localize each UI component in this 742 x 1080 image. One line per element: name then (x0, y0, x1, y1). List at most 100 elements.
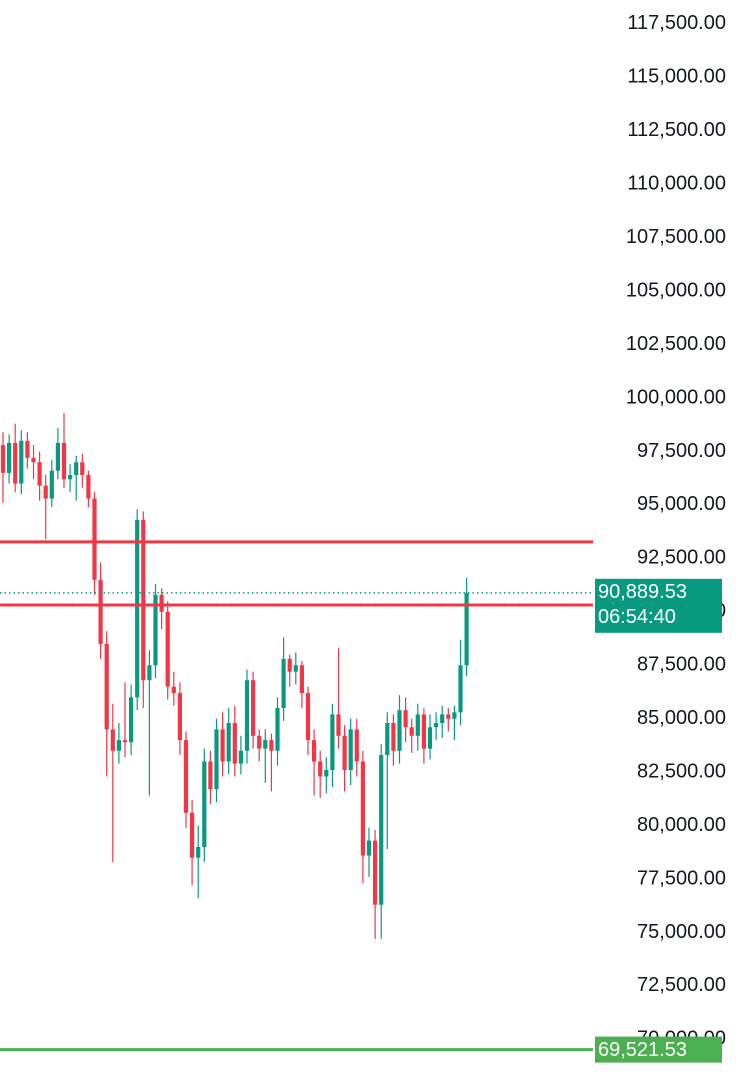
candle-body (421, 714, 426, 749)
candle-body (299, 665, 304, 694)
candle-body (427, 727, 433, 749)
candle-body (196, 846, 201, 858)
y-tick-label: 110,000.00 (627, 173, 726, 195)
candle-body (385, 722, 390, 756)
candle-body (293, 665, 298, 672)
candle-body (74, 462, 79, 476)
candle-body (80, 462, 85, 476)
candle-body (403, 710, 408, 728)
y-tick-label: 77,500.00 (637, 867, 726, 889)
candle-body (226, 722, 231, 762)
candle-body (135, 519, 140, 698)
y-tick-label: 72,500.00 (637, 974, 726, 996)
candle-body (446, 714, 451, 719)
candle-body (55, 442, 60, 471)
y-tick-label: 85,000.00 (637, 707, 726, 729)
candle-body (287, 658, 292, 672)
candle-body (86, 475, 91, 499)
candle-body (92, 498, 97, 580)
y-tick-label: 107,500.00 (626, 226, 726, 248)
candle-body (238, 750, 243, 764)
candle-body (7, 442, 12, 473)
candle-body (312, 740, 317, 762)
candle-body (37, 462, 42, 486)
candle-body (373, 840, 378, 905)
candle-body (220, 729, 225, 762)
candle-body (281, 658, 286, 709)
y-tick-label: 100,000.00 (626, 386, 726, 408)
candle-body (13, 442, 18, 484)
candle-body (147, 665, 152, 681)
candle-body (397, 710, 402, 751)
candle-body (330, 714, 335, 771)
candle-body (440, 714, 445, 723)
candle-body (257, 735, 262, 749)
y-tick-label: 112,500.00 (627, 119, 726, 141)
candle-body (232, 722, 237, 764)
candle-body (263, 740, 268, 749)
candle-body (141, 519, 146, 681)
last-price-box (595, 578, 722, 633)
price-label-box (595, 1036, 722, 1063)
candle-body (122, 740, 128, 743)
candle-body (354, 729, 359, 762)
candle-body (183, 740, 189, 813)
y-tick-label: 102,500.00 (626, 333, 726, 355)
y-tick-label: 95,000.00 (637, 493, 726, 515)
candle-body (202, 761, 207, 847)
candle-body (269, 740, 274, 751)
candle-body (190, 812, 195, 858)
candle-body (434, 722, 439, 728)
candle-body (153, 594, 158, 666)
candle-body (159, 594, 164, 612)
candle-body (305, 693, 311, 741)
candle-body (98, 579, 103, 644)
candle-body (68, 475, 73, 480)
candle-body (379, 755, 384, 905)
price-label: 69,521.53 (598, 1039, 687, 1061)
candle-body (171, 686, 176, 694)
candle-body (116, 740, 121, 751)
candle-body (318, 761, 323, 777)
candle-body (208, 761, 213, 790)
countdown-label: 06:54:40 (598, 606, 676, 628)
candle-body (104, 643, 109, 730)
candle-body (452, 712, 457, 719)
candle-body (251, 680, 256, 736)
candle-body (391, 722, 396, 751)
y-tick-label: 115,000.00 (627, 66, 726, 88)
candle-body (275, 708, 280, 751)
y-tick-label: 92,500.00 (637, 547, 726, 569)
candle-body (129, 697, 134, 743)
candle-body (49, 470, 54, 499)
candle-body (214, 729, 219, 790)
y-tick-label: 97,500.00 (637, 440, 726, 462)
candle-body (61, 442, 67, 480)
candle-body (177, 693, 182, 741)
y-tick-label: 80,000.00 (637, 814, 726, 836)
y-tick-label: 75,000.00 (637, 921, 726, 943)
candle-body (336, 714, 341, 736)
candle-body (324, 770, 329, 777)
candle-body (165, 611, 170, 687)
y-tick-label: 105,000.00 (626, 279, 726, 301)
candle-body (360, 761, 365, 856)
candle-body (25, 440, 30, 458)
y-tick-label: 117,500.00 (627, 12, 726, 34)
candle-body (415, 714, 420, 736)
candle-body (110, 729, 115, 751)
last-price-label: 90,889.53 (598, 581, 687, 603)
candle-body (366, 840, 372, 856)
candle-body (244, 680, 250, 751)
candle-body (464, 592, 469, 666)
candle-body (31, 457, 36, 463)
candle-body (19, 440, 24, 484)
candle-body (342, 735, 347, 771)
candle-body (348, 729, 353, 771)
candle-body (409, 727, 414, 736)
candle-body (0, 445, 6, 473)
y-tick-label: 82,500.00 (637, 760, 726, 782)
candle-body (43, 485, 48, 499)
